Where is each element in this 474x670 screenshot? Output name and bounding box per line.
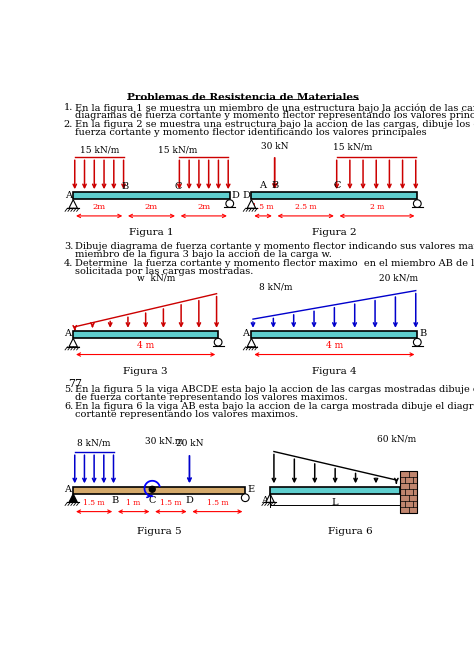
- Text: Figura 5: Figura 5: [137, 527, 182, 536]
- Text: 2.5 m: 2.5 m: [295, 203, 317, 211]
- Text: 15 kN/m: 15 kN/m: [333, 142, 372, 151]
- Text: diagramas de fuerza cortante y momento flector representando los valores princip: diagramas de fuerza cortante y momento f…: [75, 111, 474, 120]
- Bar: [73, 192, 230, 200]
- Text: L: L: [332, 498, 338, 507]
- Text: 15 kN/m: 15 kN/m: [80, 145, 119, 154]
- Text: A: A: [64, 329, 71, 338]
- Polygon shape: [247, 200, 255, 208]
- Text: 4 m: 4 m: [326, 341, 343, 350]
- Circle shape: [413, 338, 421, 346]
- Text: 1.: 1.: [64, 103, 73, 113]
- Text: 77: 77: [69, 379, 82, 389]
- Text: 60 kN/m: 60 kN/m: [377, 435, 416, 444]
- Circle shape: [413, 200, 421, 208]
- Text: En la figura 1 se muestra un miembro de una estructura bajo la acción de las car: En la figura 1 se muestra un miembro de …: [75, 103, 474, 113]
- Bar: [400, 471, 417, 513]
- Text: Figura 1: Figura 1: [129, 228, 174, 237]
- Text: 2m: 2m: [92, 203, 106, 211]
- Text: 3.: 3.: [64, 242, 73, 251]
- Text: B: B: [111, 496, 118, 505]
- Text: 1.5 m: 1.5 m: [83, 499, 105, 507]
- Text: 30 kN: 30 kN: [261, 142, 289, 151]
- Text: Figura 2: Figura 2: [312, 228, 357, 237]
- Text: 6.: 6.: [64, 402, 73, 411]
- Text: w  kN/m: w kN/m: [137, 273, 175, 282]
- Text: 8 kN/m: 8 kN/m: [77, 439, 111, 448]
- Text: 1.5 m: 1.5 m: [252, 203, 274, 211]
- Text: 4 m: 4 m: [137, 341, 155, 350]
- Text: 2m: 2m: [197, 203, 210, 211]
- Bar: [251, 331, 417, 338]
- Text: 15 kN/m: 15 kN/m: [158, 145, 198, 154]
- Text: 2m: 2m: [145, 203, 158, 211]
- Text: 8 kN/m: 8 kN/m: [259, 282, 293, 291]
- Text: A: A: [259, 181, 266, 190]
- Text: C: C: [333, 181, 340, 190]
- Circle shape: [214, 338, 222, 346]
- Text: B: B: [121, 182, 129, 190]
- Text: 1.5 m: 1.5 m: [207, 499, 228, 507]
- Polygon shape: [69, 200, 77, 208]
- Text: fuerza cortante y momento flector identificando los valores principales: fuerza cortante y momento flector identi…: [75, 128, 427, 137]
- Text: 2.: 2.: [64, 121, 73, 129]
- Text: miembro de la figura 3 bajo la accion de la carga w.: miembro de la figura 3 bajo la accion de…: [75, 250, 332, 259]
- Text: A: A: [64, 485, 71, 494]
- Text: 30 kN.m: 30 kN.m: [145, 437, 183, 446]
- Text: En la figura 2 se muestra una estructura bajo la accion de las cargas, dibuje lo: En la figura 2 se muestra una estructura…: [75, 121, 474, 129]
- Circle shape: [226, 200, 234, 208]
- Text: D: D: [185, 496, 193, 505]
- Text: B: B: [271, 181, 278, 190]
- Text: A: A: [242, 329, 249, 338]
- Bar: [73, 486, 245, 494]
- Text: C: C: [174, 182, 182, 190]
- Text: Determine  la fuerza cortante y momento flector maximo  en el miembro AB de la f: Determine la fuerza cortante y momento f…: [75, 259, 474, 268]
- Text: En la figura 5 la viga ABCDE esta bajo la accion de las cargas mostradas dibuje : En la figura 5 la viga ABCDE esta bajo l…: [75, 385, 474, 395]
- Text: 20 kN/m: 20 kN/m: [379, 273, 418, 282]
- Text: Problemas de Resistencia de Materiales: Problemas de Resistencia de Materiales: [127, 92, 359, 102]
- Text: E: E: [247, 485, 255, 494]
- Text: C: C: [148, 496, 156, 505]
- Text: cortante representando los valores maximos.: cortante representando los valores maxim…: [75, 410, 298, 419]
- Text: A: A: [261, 496, 268, 505]
- Text: B: B: [419, 329, 427, 338]
- Text: Dibuje diagrama de fuerza cortante y momento flector indicando sus valores maxim: Dibuje diagrama de fuerza cortante y mom…: [75, 242, 474, 251]
- Text: 1 m: 1 m: [127, 499, 141, 507]
- Bar: [270, 486, 400, 494]
- Text: solicitada por las cargas mostradas.: solicitada por las cargas mostradas.: [75, 267, 253, 276]
- Text: 2 m: 2 m: [370, 203, 384, 211]
- Circle shape: [149, 486, 155, 492]
- Text: B: B: [402, 485, 410, 494]
- Text: 1.5 m: 1.5 m: [160, 499, 182, 507]
- Polygon shape: [69, 338, 77, 347]
- Text: Figura 4: Figura 4: [312, 367, 357, 376]
- Text: D: D: [231, 191, 239, 200]
- Text: Figura 6: Figura 6: [328, 527, 373, 536]
- Text: de fuerza cortante representando los valores maximos.: de fuerza cortante representando los val…: [75, 393, 347, 402]
- Text: 5.: 5.: [64, 385, 73, 395]
- Text: A: A: [64, 191, 72, 200]
- Polygon shape: [266, 494, 274, 502]
- Text: D: D: [242, 191, 250, 200]
- Bar: [251, 192, 417, 200]
- Text: 4.: 4.: [64, 259, 73, 268]
- Bar: [73, 331, 218, 338]
- Polygon shape: [247, 338, 255, 347]
- Text: Figura 3: Figura 3: [123, 367, 168, 376]
- Text: En la figura 6 la viga AB esta bajo la accion de la carga mostrada dibuje el dia: En la figura 6 la viga AB esta bajo la a…: [75, 402, 474, 411]
- Circle shape: [241, 494, 249, 502]
- Text: 20 kN: 20 kN: [176, 439, 203, 448]
- Polygon shape: [69, 494, 77, 502]
